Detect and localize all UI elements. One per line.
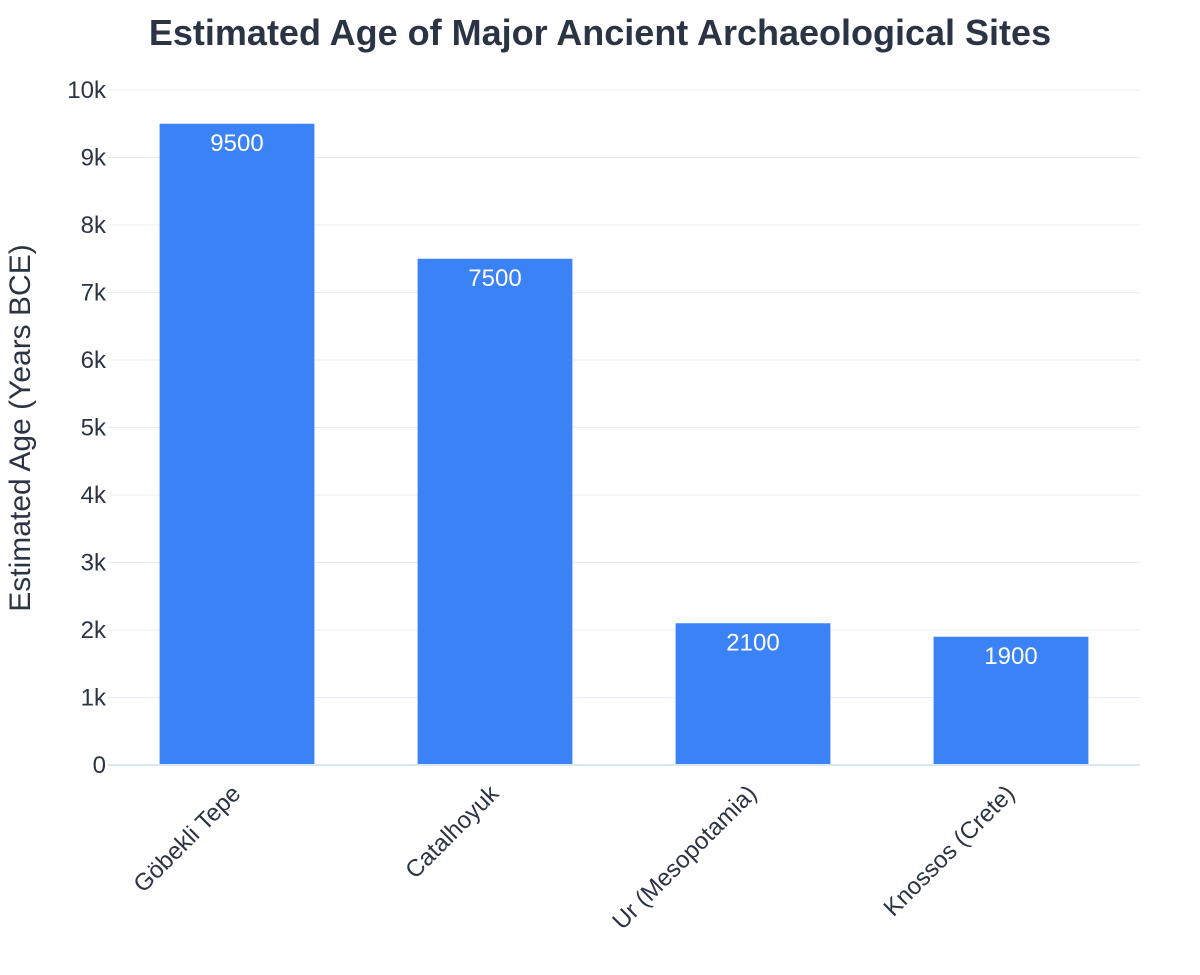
y-tick-label: 8k	[81, 212, 107, 239]
y-tick-label: 5k	[81, 415, 107, 442]
y-tick-label: 9k	[81, 145, 107, 172]
y-tick-label: 10k	[67, 77, 107, 104]
bar-value-label: 1900	[984, 643, 1037, 670]
bar	[417, 258, 573, 765]
y-tick-label: 3k	[81, 550, 107, 577]
y-tick-label: 0	[93, 752, 106, 779]
bars	[159, 123, 1089, 765]
y-tick-label: 1k	[81, 685, 107, 712]
x-category-label: Knossos (Crete)	[879, 780, 1021, 922]
bar	[933, 636, 1089, 765]
bar	[675, 623, 831, 765]
y-tick-label: 6k	[81, 347, 107, 374]
x-category-label: Catalhoyuk	[400, 779, 505, 884]
bar	[159, 123, 315, 765]
bar-value-label: 7500	[468, 265, 521, 292]
y-tick-label: 7k	[81, 280, 107, 307]
y-tick-label: 2k	[81, 617, 107, 644]
y-tick-label: 4k	[81, 482, 107, 509]
x-category-label: Ur (Mesopotamia)	[607, 780, 762, 935]
x-category-label: Göbekli Tepe	[128, 780, 246, 898]
bar-value-label: 2100	[726, 629, 779, 656]
bar-value-label: 9500	[210, 130, 263, 157]
chart-title: Estimated Age of Major Ancient Archaeolo…	[149, 12, 1051, 53]
y-axis-title: Estimated Age (Years BCE)	[4, 244, 37, 611]
